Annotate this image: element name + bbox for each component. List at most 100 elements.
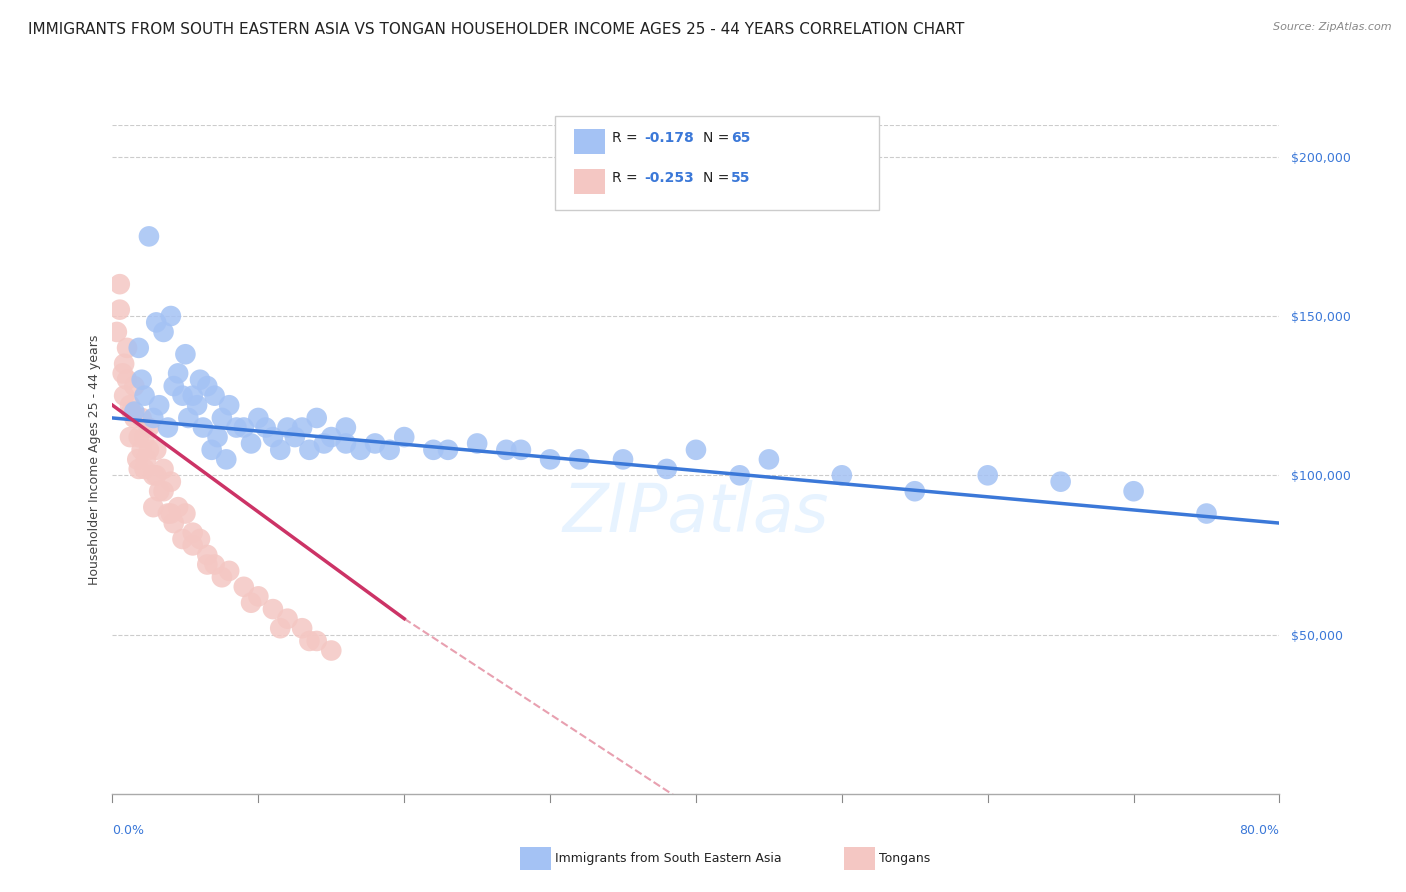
Text: 55: 55 [731, 171, 751, 186]
Point [269, 442, 291, 457]
Point [163, 516, 186, 530]
Point [211, 411, 233, 425]
Point [321, 643, 343, 657]
Y-axis label: Householder Income Ages 25 - 44 years: Householder Income Ages 25 - 44 years [89, 334, 101, 584]
Point [509, 442, 531, 457]
Point [128, 462, 150, 476]
Point [108, 277, 131, 292]
Point [218, 564, 240, 578]
Text: R =: R = [612, 171, 641, 186]
Point [188, 373, 211, 387]
Point [685, 442, 707, 457]
Point [142, 411, 165, 425]
Text: IMMIGRANTS FROM SOUTH EASTERN ASIA VS TONGAN HOUSEHOLDER INCOME AGES 25 - 44 YEA: IMMIGRANTS FROM SOUTH EASTERN ASIA VS TO… [28, 22, 965, 37]
Point [108, 302, 131, 317]
Point [142, 500, 165, 515]
Point [128, 341, 150, 355]
Point [135, 452, 157, 467]
Point [131, 411, 153, 425]
Point [174, 347, 197, 361]
Point [976, 468, 998, 483]
Point [195, 558, 218, 572]
Point [335, 436, 357, 450]
Point [276, 612, 298, 626]
Point [538, 452, 561, 467]
Point [232, 580, 254, 594]
Point [1049, 475, 1071, 489]
Point [335, 420, 357, 434]
Point [240, 436, 263, 450]
Point [831, 468, 853, 483]
Point [152, 484, 174, 499]
Point [145, 315, 167, 329]
Point [148, 398, 170, 412]
Text: ZIPatlas: ZIPatlas [562, 480, 830, 546]
Point [191, 420, 214, 434]
Point [152, 462, 174, 476]
Point [174, 507, 197, 521]
Point [188, 532, 211, 546]
Text: 0.0%: 0.0% [112, 824, 145, 837]
Text: Immigrants from South Eastern Asia: Immigrants from South Eastern Asia [555, 852, 782, 864]
Point [298, 442, 321, 457]
Point [195, 548, 218, 562]
Point [181, 525, 204, 540]
Point [145, 468, 167, 483]
Text: 65: 65 [731, 131, 751, 145]
Point [181, 389, 204, 403]
Point [172, 389, 194, 403]
Point [364, 436, 387, 450]
Point [120, 404, 142, 418]
Point [181, 538, 204, 552]
Point [145, 442, 167, 457]
Point [728, 468, 751, 483]
Point [142, 468, 165, 483]
Point [568, 452, 591, 467]
Point [128, 430, 150, 444]
Point [152, 325, 174, 339]
Point [118, 398, 141, 412]
Text: N =: N = [703, 171, 734, 186]
Point [160, 475, 183, 489]
Point [758, 452, 780, 467]
Point [204, 389, 226, 403]
Point [207, 430, 229, 444]
Point [312, 436, 335, 450]
Point [321, 430, 343, 444]
Point [240, 596, 263, 610]
Point [131, 442, 153, 457]
Point [134, 430, 156, 444]
Point [111, 367, 134, 381]
Point [349, 442, 371, 457]
Point [138, 420, 160, 434]
Text: 80.0%: 80.0% [1240, 824, 1279, 837]
Point [118, 430, 141, 444]
Point [495, 442, 517, 457]
Point [612, 452, 634, 467]
Point [138, 229, 160, 244]
Point [269, 621, 291, 635]
Point [160, 309, 183, 323]
Point [124, 411, 146, 425]
Point [204, 558, 226, 572]
Point [127, 452, 149, 467]
Text: R =: R = [612, 131, 641, 145]
Point [105, 325, 128, 339]
Point [437, 442, 460, 457]
Point [138, 442, 160, 457]
Point [186, 398, 208, 412]
Point [262, 602, 284, 616]
Point [134, 462, 156, 476]
Point [163, 379, 186, 393]
Point [167, 500, 190, 515]
Point [134, 389, 156, 403]
Point [465, 436, 488, 450]
Point [284, 430, 307, 444]
Point [247, 590, 270, 604]
Text: N =: N = [703, 131, 734, 145]
Point [247, 411, 270, 425]
Point [305, 634, 328, 648]
Point [115, 341, 138, 355]
Point [225, 420, 247, 434]
Point [215, 452, 238, 467]
